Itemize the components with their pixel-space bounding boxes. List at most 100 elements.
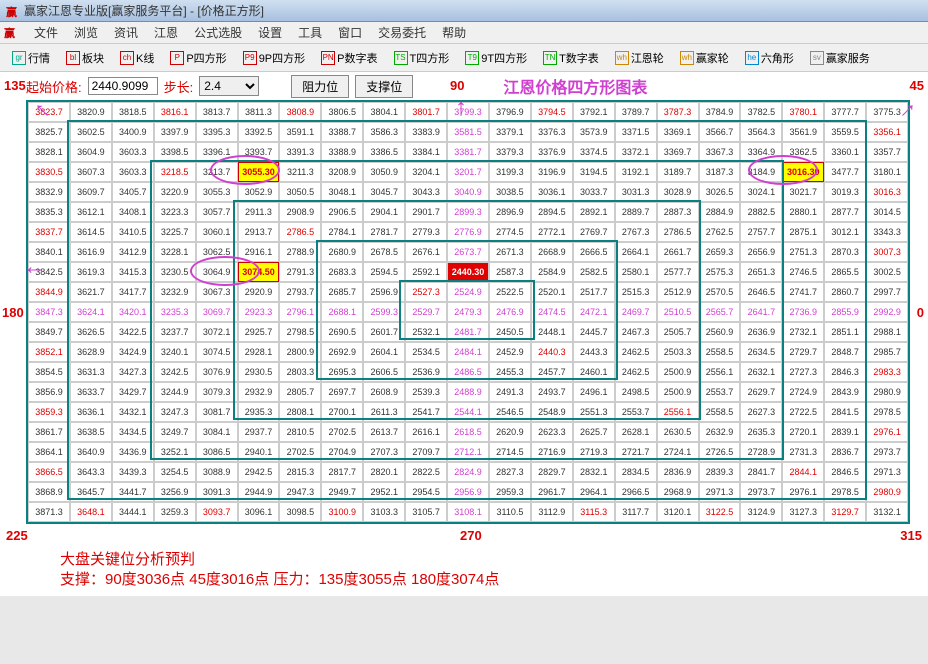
step-select[interactable]: 2.4: [199, 76, 259, 96]
grid-cell: 2716.9: [531, 442, 573, 462]
corner-right: 0: [917, 305, 924, 320]
grid-cell: 2599.3: [363, 302, 405, 322]
grid-cell: 2618.5: [447, 422, 489, 442]
grid-cell: 3439.3: [112, 462, 154, 482]
grid-cell: 2546.5: [489, 402, 531, 422]
grid-cell: 2916.1: [238, 242, 280, 262]
tool-button[interactable]: TNT数字表: [537, 47, 605, 69]
grid-cell: 2772.1: [531, 222, 573, 242]
menu-item[interactable]: 帮助: [434, 22, 474, 43]
tool-button[interactable]: TST四方形: [388, 47, 456, 69]
grid-cell: 2493.7: [531, 382, 573, 402]
grid-cell: 2817.7: [321, 462, 363, 482]
menu-item[interactable]: 交易委托: [370, 22, 434, 43]
grid-cell: 2690.5: [321, 322, 363, 342]
grid-cell: 2904.1: [363, 202, 405, 222]
grid-cell: 3007.3: [866, 242, 908, 262]
grid-cell: 3612.1: [70, 202, 112, 222]
grid-cell: 3823.7: [28, 102, 70, 122]
menu-item[interactable]: 工具: [290, 22, 330, 43]
grid-cell: 2630.5: [657, 422, 699, 442]
grid-cell: 3242.5: [154, 362, 196, 382]
grid-cell: 3816.1: [154, 102, 196, 122]
chart-title: 江恩价格四方形图表: [503, 74, 647, 98]
grid-cell: 2534.5: [405, 342, 447, 362]
grid-cell: 2798.5: [279, 322, 321, 342]
grid-cell: 2908.9: [279, 202, 321, 222]
grid-cell: 3232.9: [154, 282, 196, 302]
grid-cell: 3110.5: [489, 502, 531, 522]
menu-item[interactable]: 公式选股: [186, 22, 250, 43]
grid-cell: 2843.9: [824, 382, 866, 402]
grid-cell: 3840.1: [28, 242, 70, 262]
grid-cell: 2930.5: [238, 362, 280, 382]
corner-br: 315: [900, 528, 922, 543]
grid-cell: 3240.1: [154, 342, 196, 362]
tool-button[interactable]: gr行情: [6, 47, 56, 69]
grid-cell: 3777.7: [824, 102, 866, 122]
grid-cell: 2976.1: [866, 422, 908, 442]
grid-cell: 2455.3: [489, 362, 531, 382]
grid-cell: 2556.1: [657, 402, 699, 422]
grid-cell: 3055.30: [238, 162, 280, 182]
grid-cell: 2488.9: [447, 382, 489, 402]
grid-cell: 3244.9: [154, 382, 196, 402]
grid-cell: 3811.3: [238, 102, 280, 122]
tool-button[interactable]: bl板块: [60, 47, 110, 69]
grid-cell: 2635.3: [740, 422, 782, 442]
grid-cell: 2582.5: [573, 262, 615, 282]
grid-cell: 3820.9: [70, 102, 112, 122]
grid-cell: 3252.1: [154, 442, 196, 462]
grid-cell: 2702.5: [279, 442, 321, 462]
tool-button[interactable]: he六角形: [739, 47, 800, 69]
grid-cell: 3052.9: [238, 182, 280, 202]
tool-button[interactable]: PP四方形: [164, 47, 232, 69]
grid-cell: 2896.9: [489, 202, 531, 222]
grid-cell: 2791.3: [279, 262, 321, 282]
grid-cell: 3643.3: [70, 462, 112, 482]
grid-cell: 2539.3: [405, 382, 447, 402]
grid-cell: 2855.9: [824, 302, 866, 322]
grid-cell: 2769.7: [573, 222, 615, 242]
grid-cell: 3050.9: [363, 162, 405, 182]
grid-cell: 2512.9: [657, 282, 699, 302]
tool-button[interactable]: P99P四方形: [237, 47, 311, 69]
grid-cell: 2971.3: [866, 462, 908, 482]
menu-item[interactable]: 设置: [250, 22, 290, 43]
start-price-input[interactable]: [88, 77, 158, 95]
grid-cell: 2925.7: [238, 322, 280, 342]
tool-button[interactable]: wh江恩轮: [609, 47, 670, 69]
menu-item[interactable]: 浏览: [66, 22, 106, 43]
menu-item[interactable]: 文件: [26, 22, 66, 43]
tool-label: 板块: [82, 50, 104, 66]
tool-button[interactable]: wh赢家轮: [674, 47, 735, 69]
support-button[interactable]: 支撑位: [355, 75, 413, 98]
grid-cell: 2942.5: [238, 462, 280, 482]
resistance-button[interactable]: 阻力位: [291, 75, 349, 98]
grid-cell: 3586.3: [363, 122, 405, 142]
tool-label: 赢家轮: [696, 50, 729, 66]
grid-cell: 2803.3: [279, 362, 321, 382]
grid-cell: 2714.5: [489, 442, 531, 462]
grid-cell: 2875.1: [782, 222, 824, 242]
grid-cell: 3609.7: [70, 182, 112, 202]
grid-cell: 2697.7: [321, 382, 363, 402]
tool-icon: P9: [243, 51, 257, 65]
menu-item[interactable]: 窗口: [330, 22, 370, 43]
grid-cell: 3604.9: [70, 142, 112, 162]
grid-cell: 2973.7: [740, 482, 782, 502]
grid-cell: 3477.7: [824, 162, 866, 182]
grid-cell: 2887.3: [657, 202, 699, 222]
tool-button[interactable]: PNP数字表: [315, 47, 383, 69]
menu-item[interactable]: 江恩: [146, 22, 186, 43]
grid-cell: 2544.1: [447, 402, 489, 422]
grid-cell: 3076.9: [196, 362, 238, 382]
menu-item[interactable]: 资讯: [106, 22, 146, 43]
tool-button[interactable]: sv赢家服务: [804, 47, 876, 69]
tool-button[interactable]: T99T四方形: [459, 47, 533, 69]
tool-button[interactable]: chK线: [114, 47, 160, 69]
grid-cell: 2767.3: [615, 222, 657, 242]
grid-cell: 3374.5: [573, 142, 615, 162]
grid-cell: 3088.9: [196, 462, 238, 482]
grid-cell: 2608.9: [363, 382, 405, 402]
